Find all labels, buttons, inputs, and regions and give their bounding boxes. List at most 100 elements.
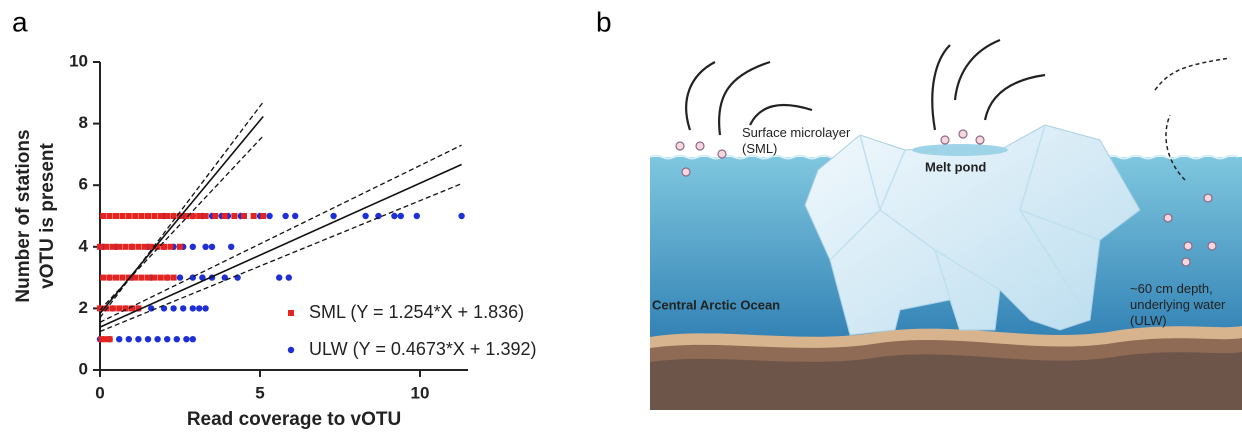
y-tick-label: 10	[69, 51, 88, 70]
point	[154, 336, 160, 342]
point	[202, 305, 208, 311]
x-tick-label: 10	[411, 383, 430, 402]
point	[135, 244, 141, 250]
point	[129, 244, 135, 250]
illustration: Surface microlayer(SML) Melt pond Centra…	[650, 40, 1242, 410]
legend-marker	[288, 310, 294, 316]
confidence-band	[100, 145, 462, 322]
point	[177, 244, 183, 250]
point	[458, 213, 464, 219]
label: Surface microlayer(SML)	[742, 125, 851, 156]
point	[103, 244, 109, 250]
point	[100, 275, 106, 281]
y-axis-title-line: Number of stations	[13, 129, 34, 302]
point	[145, 213, 151, 219]
point	[276, 274, 282, 280]
x-tick-label: 0	[95, 383, 104, 402]
y-tick-label: 6	[79, 175, 88, 194]
point	[266, 213, 272, 219]
point	[145, 275, 151, 281]
point	[119, 213, 125, 219]
point	[282, 213, 288, 219]
y-tick-label: 4	[79, 236, 89, 255]
point	[113, 213, 119, 219]
point	[119, 275, 125, 281]
iceberg	[805, 125, 1140, 335]
panel-label: a	[12, 6, 28, 37]
point	[203, 213, 209, 219]
legend-label: ULW (Y = 0.4673*X + 1.392)	[309, 339, 536, 359]
point	[123, 244, 129, 250]
point	[116, 244, 122, 250]
x-tick-label: 5	[255, 383, 264, 402]
confidence-band	[100, 136, 263, 310]
point	[251, 213, 257, 219]
y-tick-label: 0	[79, 359, 88, 378]
figure: a b 0 2 4 6 8 10 0 5 10 Read coverage to vOTU Numb…	[0, 0, 1242, 432]
point	[151, 275, 157, 281]
point	[212, 213, 218, 219]
point	[135, 336, 141, 342]
point	[164, 336, 170, 342]
point	[113, 275, 119, 281]
point	[100, 213, 106, 219]
panel-label: b	[596, 6, 612, 37]
point	[170, 305, 176, 311]
point	[177, 274, 183, 280]
point	[145, 336, 151, 342]
x-axis-title: Read coverage to vOTU	[187, 409, 401, 430]
point	[167, 244, 173, 250]
point	[171, 275, 177, 281]
point	[180, 305, 186, 311]
y-tick-label: 2	[79, 298, 88, 317]
point	[292, 213, 298, 219]
point	[107, 275, 113, 281]
point	[183, 336, 189, 342]
point	[196, 213, 202, 219]
point	[231, 213, 237, 219]
point	[158, 275, 164, 281]
point	[110, 244, 116, 250]
point	[202, 244, 208, 250]
point	[190, 305, 196, 311]
point	[148, 305, 154, 311]
point	[391, 213, 397, 219]
point	[164, 213, 170, 219]
legend-label: SML (Y = 1.254*X + 1.836)	[309, 302, 524, 322]
point	[362, 213, 368, 219]
point	[398, 213, 404, 219]
point	[286, 274, 292, 280]
bedrock	[650, 352, 1242, 410]
point	[222, 213, 228, 219]
point	[139, 213, 145, 219]
point	[139, 275, 145, 281]
confidence-band	[100, 102, 263, 318]
point	[158, 213, 164, 219]
point	[132, 213, 138, 219]
point	[190, 244, 196, 250]
point	[330, 213, 336, 219]
label: Central Arctic Ocean	[652, 297, 780, 312]
point	[171, 213, 177, 219]
point	[107, 336, 113, 342]
point	[132, 275, 138, 281]
point	[151, 213, 157, 219]
point	[164, 275, 170, 281]
point	[190, 336, 196, 342]
label: Melt pond	[925, 159, 986, 174]
legend-marker	[288, 347, 294, 353]
point	[241, 213, 247, 219]
point	[142, 244, 148, 250]
point	[110, 305, 116, 311]
point	[116, 336, 122, 342]
point	[196, 305, 202, 311]
point	[209, 244, 215, 250]
point	[126, 213, 132, 219]
point	[228, 244, 234, 250]
point	[97, 244, 103, 250]
point	[107, 213, 113, 219]
point	[174, 336, 180, 342]
point	[414, 213, 420, 219]
y-tick-label: 8	[79, 113, 88, 132]
y-axis-title-line: vOTU is present	[37, 142, 58, 288]
